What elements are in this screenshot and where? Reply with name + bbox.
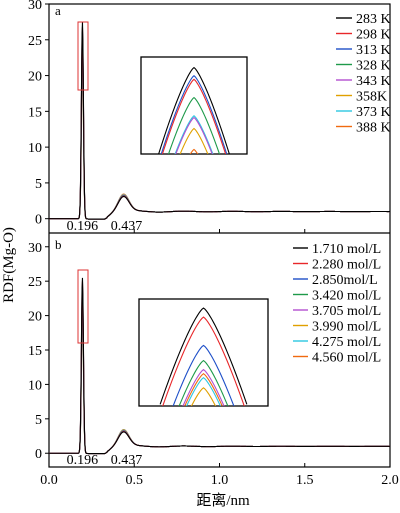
inset-series-line: [175, 116, 213, 154]
panel-b: b 0 5 10 15 20 25 30 0.0 0.5 1.0 1.5 2.0 0.196 0.437 1.…: [28, 237, 399, 488]
legend-label: 2.280 mol/L: [312, 258, 381, 273]
inset-series-line: [190, 387, 217, 406]
y-tick-label: 0: [35, 447, 42, 462]
legend-label: 343 K: [356, 74, 391, 89]
inset-plot: [158, 66, 230, 154]
peak-highlight-box: [77, 21, 89, 91]
x-tick-label: 2.0: [381, 473, 399, 488]
x-tick-label: 1.0: [211, 473, 229, 488]
y-tick-label: 5: [35, 413, 42, 428]
x-tick-label: 1.5: [296, 473, 314, 488]
legend-label: 283 K: [356, 12, 391, 27]
x-tick-label: 0.0: [40, 473, 58, 488]
inset-series-line: [174, 115, 214, 154]
y-tick-label: 20: [28, 310, 42, 325]
y-tick-label: 10: [28, 378, 42, 393]
panel-letter: b: [55, 237, 62, 252]
inset-frame: [140, 56, 248, 155]
inset-series-line: [182, 368, 225, 406]
inset-plot: [159, 307, 248, 406]
legend-label: 2.850mol/L: [312, 273, 378, 288]
legend-label: 4.275 mol/L: [312, 335, 381, 350]
inset-series-line: [186, 377, 221, 406]
y-tick-label: 25: [28, 275, 42, 290]
inset-series-line: [184, 372, 223, 406]
x-tick-label: 0.5: [126, 473, 144, 488]
legend-label: 3.705 mol/L: [312, 304, 381, 319]
peak-label: 0.196: [67, 453, 99, 468]
legend-label: 1.710 mol/L: [312, 242, 381, 257]
legend-label: 4.560 mol/L: [312, 351, 381, 366]
inset-series-line: [178, 359, 229, 406]
series-line: [49, 277, 390, 455]
inset-series-line: [172, 344, 235, 406]
legend-label: 358K: [356, 90, 387, 105]
legend-label: 313 K: [356, 43, 391, 58]
peak-label: 0.437: [111, 453, 143, 468]
y-axis-label: RDF(Mg-O): [1, 227, 17, 303]
peak-label: 0.437: [111, 219, 143, 234]
y-tick-label: 10: [28, 141, 42, 156]
legend-label: 328 K: [356, 59, 391, 74]
x-axis-label: 距离/nm: [196, 492, 250, 509]
y-tick-label: 0: [35, 213, 42, 228]
peak-label: 0.196: [67, 219, 99, 234]
y-tick-label: 20: [28, 70, 42, 85]
y-tick-label: 15: [28, 344, 42, 359]
inset-series-line: [189, 148, 199, 154]
series-line: [49, 22, 390, 220]
legend-label: 373 K: [356, 105, 391, 120]
y-tick-label: 25: [28, 34, 42, 49]
y-tick-label: 15: [28, 105, 42, 120]
legend-label: 388 K: [356, 121, 391, 136]
inset-series-line: [159, 307, 248, 405]
y-tick-label: 30: [28, 241, 42, 256]
legend-label: 298 K: [356, 28, 391, 43]
inset-series-line: [160, 75, 228, 154]
inset-series-line: [161, 78, 227, 154]
y-tick-label: 5: [35, 177, 42, 192]
inset-series-line: [179, 127, 209, 154]
legend-label: 3.420 mol/L: [312, 289, 381, 304]
inset-series-line: [162, 316, 245, 406]
legend-label: 3.990 mol/L: [312, 320, 381, 335]
peak-highlight-box: [77, 269, 89, 344]
y-tick-label: 30: [28, 0, 42, 13]
inset-frame: [138, 298, 269, 407]
inset-series-line: [158, 66, 230, 154]
panel-letter: a: [55, 3, 61, 18]
inset-series-line: [167, 96, 221, 154]
